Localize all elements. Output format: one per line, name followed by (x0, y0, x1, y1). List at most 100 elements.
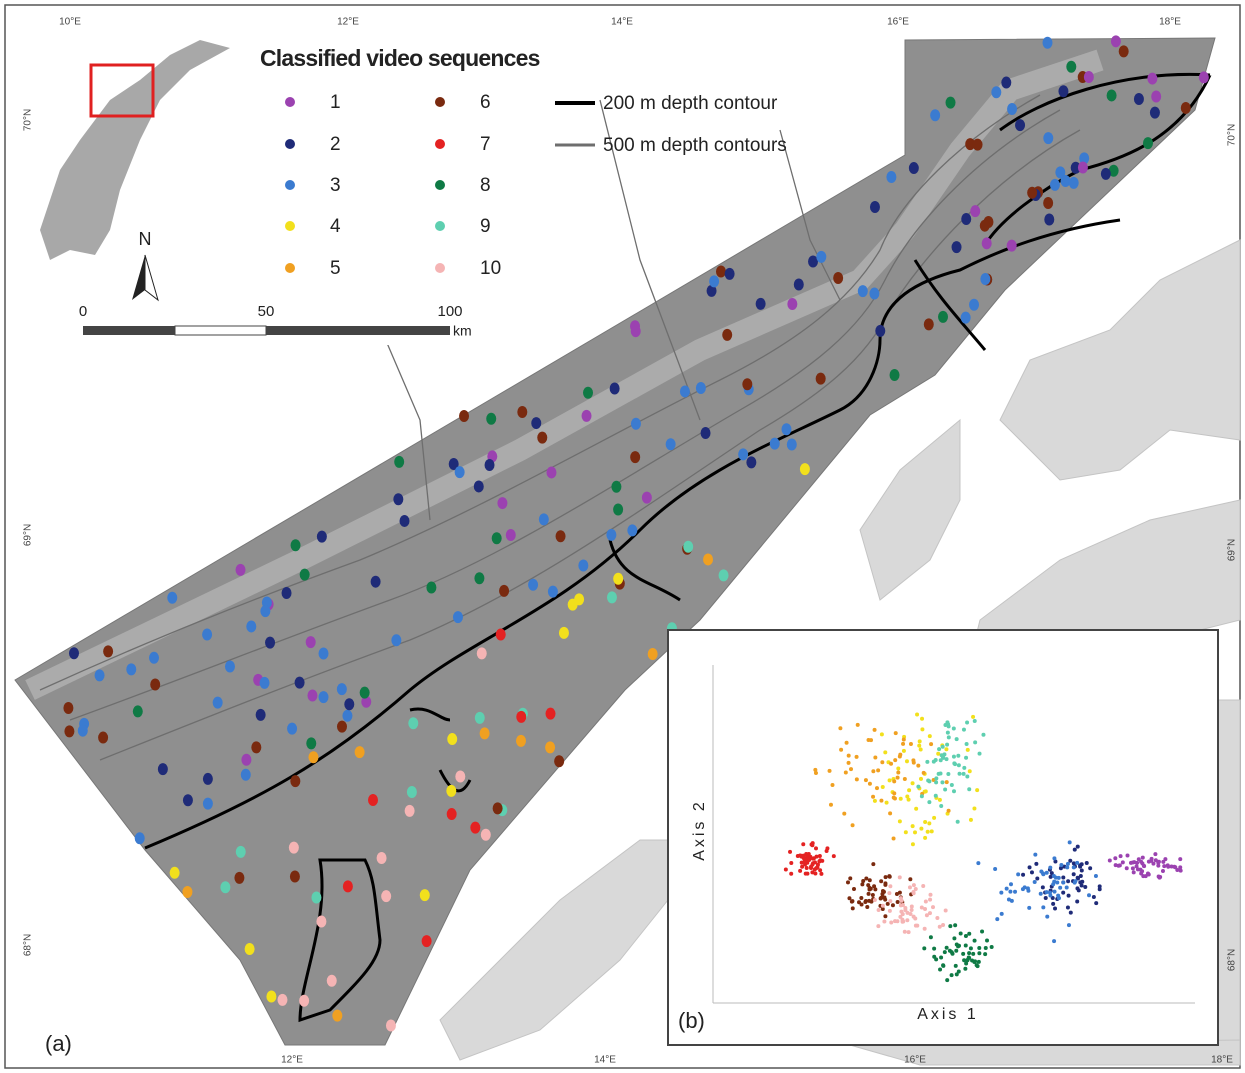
ordination-point (864, 778, 868, 782)
ordination-point (959, 932, 963, 936)
observation-point (1043, 132, 1053, 144)
observation-point (183, 794, 193, 806)
ordination-point (901, 742, 905, 746)
observation-point (316, 916, 326, 928)
ordination-point (1079, 874, 1083, 878)
observation-point (1015, 119, 1025, 131)
ordination-point (984, 946, 988, 950)
ordination-point (850, 900, 854, 904)
ordination-point (860, 882, 864, 886)
ordination-point (846, 880, 850, 884)
ordination-point (927, 800, 931, 804)
ordination-point (911, 781, 915, 785)
observation-point (492, 532, 502, 544)
ordination-point (973, 740, 977, 744)
observation-point (559, 627, 569, 639)
ordination-point (895, 919, 899, 923)
legend-swatch (285, 263, 295, 273)
ordination-point (819, 872, 823, 876)
observation-point (371, 576, 381, 588)
observation-point (816, 251, 826, 263)
ordination-point (828, 769, 832, 773)
ordination-point (1139, 860, 1143, 864)
ordination-point (911, 842, 915, 846)
observation-point (317, 531, 327, 543)
observation-point (627, 524, 637, 536)
ordination-point (932, 955, 936, 959)
ordination-point (954, 964, 958, 968)
ordination-point (921, 884, 925, 888)
ordination-point (889, 920, 893, 924)
ordination-point (842, 812, 846, 816)
ordination-point (929, 742, 933, 746)
ordination-point (784, 867, 788, 871)
ordination-point (910, 908, 914, 912)
ordination-point (952, 936, 956, 940)
ordination-point (866, 883, 870, 887)
observation-point (582, 410, 592, 422)
observation-point (497, 497, 507, 509)
observation-point (545, 741, 555, 753)
ordination-point (914, 807, 918, 811)
observation-point (499, 585, 509, 597)
ordination-point (881, 785, 885, 789)
legend-label: 3 (330, 175, 341, 196)
ordination-point (981, 733, 985, 737)
legend-label: 7 (480, 134, 491, 155)
ordination-point (881, 889, 885, 893)
longitude-label: 14°E (611, 17, 633, 28)
ordination-point (929, 935, 933, 939)
observation-point (870, 201, 880, 213)
ordination-point (1059, 863, 1063, 867)
observation-point (961, 213, 971, 225)
ordination-point (893, 758, 897, 762)
ordination-point (883, 750, 887, 754)
observation-point (1043, 197, 1053, 209)
observation-point (98, 732, 108, 744)
ordination-point (1080, 869, 1084, 873)
ordination-point (1027, 906, 1031, 910)
observation-point (393, 493, 403, 505)
ordination-point (927, 779, 931, 783)
ordination-point (964, 944, 968, 948)
observation-point (1043, 37, 1053, 49)
ordination-point (923, 836, 927, 840)
legend-swatch (285, 139, 295, 149)
ordination-point (871, 893, 875, 897)
ordination-point (883, 914, 887, 918)
observation-point (716, 265, 726, 277)
ordination-point (1076, 845, 1080, 849)
ordination-point (920, 727, 924, 731)
ordination-point (908, 877, 912, 881)
ordination-point (1108, 858, 1112, 862)
ordination-point (956, 754, 960, 758)
ordination-point (1178, 857, 1182, 861)
ordination-point (971, 715, 975, 719)
ordination-point (1005, 887, 1009, 891)
ordination-point (905, 759, 909, 763)
ordination-point (910, 904, 914, 908)
observation-point (135, 832, 145, 844)
ordination-point (1158, 875, 1162, 879)
ordination-point (889, 762, 893, 766)
observation-point (256, 709, 266, 721)
observation-point (816, 373, 826, 385)
ordination-point (1072, 872, 1076, 876)
legend-label: 5 (330, 258, 341, 279)
ordination-point (1153, 852, 1157, 856)
ordination-point (1147, 860, 1151, 864)
observation-point (234, 872, 244, 884)
ordination-point (1075, 900, 1079, 904)
observation-point (794, 278, 804, 290)
ordination-point (918, 739, 922, 743)
observation-point (961, 312, 971, 324)
ordination-point (944, 909, 948, 913)
ordination-point (927, 821, 931, 825)
observation-point (875, 325, 885, 337)
ordination-point (809, 842, 813, 846)
observation-point (182, 886, 192, 898)
ordination-point (969, 818, 973, 822)
ordination-point (932, 760, 936, 764)
observation-point (474, 480, 484, 492)
scale-label: 0 (79, 303, 87, 320)
